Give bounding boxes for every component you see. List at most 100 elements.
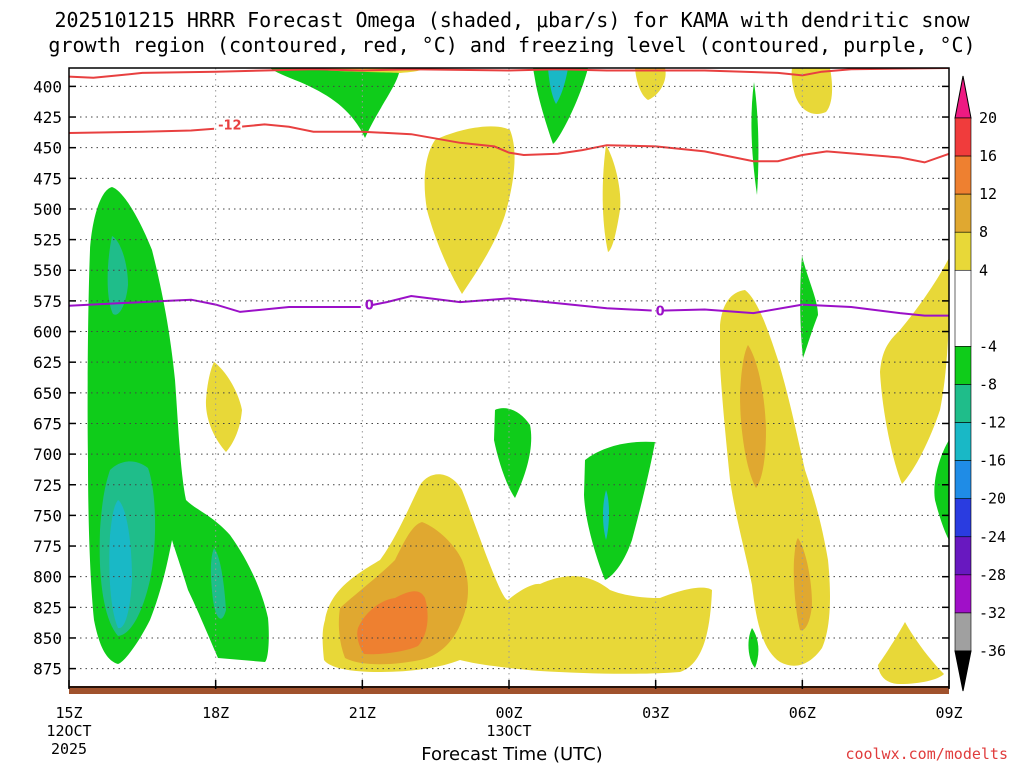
freezing-contour-label-bg — [360, 297, 373, 312]
y-tick-label: 875 — [33, 660, 62, 679]
colorbar-level-label: -4 — [979, 337, 997, 355]
x-tick-label: 06Z — [789, 704, 816, 722]
colorbar-level-label: -20 — [979, 490, 1006, 508]
omega-region-cyan-left — [109, 500, 132, 629]
colorbar-level-label: 16 — [979, 147, 997, 165]
dendritic-contour-label: -12 — [218, 118, 242, 133]
y-tick-label: 500 — [33, 200, 62, 219]
y-tick-label: 475 — [33, 169, 62, 188]
omega-region-neg-05z-low — [748, 628, 759, 668]
colorbar-bin — [954, 460, 972, 500]
y-tick-label: 850 — [33, 629, 62, 648]
y-tick-label: 800 — [33, 568, 62, 587]
colorbar-bin — [954, 155, 972, 195]
colorbar-bin — [954, 612, 972, 652]
colorbar-level-label: -24 — [979, 528, 1006, 546]
colorbar-bin — [954, 498, 972, 538]
x-axis-title: Forecast Time (UTC) — [421, 744, 603, 765]
contour-labels: -12 0 0 — [214, 117, 665, 320]
colorbar-level-label: 12 — [979, 185, 997, 203]
colorbar-level-label: 20 — [979, 109, 997, 127]
omega-region-pos-right-upper — [880, 258, 949, 484]
y-tick-label: 525 — [33, 231, 62, 250]
omega-region-pos-0230z — [602, 145, 621, 252]
freezing-contour-label: 0 — [365, 299, 374, 314]
freezing-contour-label-bg — [651, 303, 664, 318]
omega-region-teal-left — [107, 236, 128, 315]
omega-region-teal-top-01z — [548, 68, 568, 104]
x-tick-year-label: 2025 — [51, 740, 87, 758]
omega-region-neg-top-20z — [270, 68, 400, 138]
chart-title-line-2: growth region (contoured, red, °C) and f… — [48, 33, 976, 57]
colorbar-top-extension — [954, 75, 972, 119]
omega-region-pos-18z — [205, 362, 242, 452]
colorbar-level-label: -32 — [979, 604, 1006, 622]
omega-region-pos-2330z — [424, 126, 515, 294]
colorbar: 20 16 12 8 4 -4 -8 -12 -16 -20 -24 -28 -32 -36 — [954, 75, 1006, 692]
colorbar-level-label: -28 — [979, 566, 1006, 584]
colorbar-bin — [954, 269, 972, 347]
omega-region-pos-yellow-right-top — [791, 68, 833, 115]
colorbar-bin — [954, 117, 972, 157]
omega-region-neg-top-01z — [533, 68, 588, 144]
omega-region-cyan-02z — [603, 490, 609, 540]
y-tick-label: 600 — [33, 323, 62, 342]
colorbar-bin — [954, 384, 972, 423]
contour-lines — [69, 68, 949, 317]
x-tick-label: 09Z — [935, 704, 962, 722]
colorbar-bin — [954, 346, 972, 385]
x-tick-label: 18Z — [202, 704, 229, 722]
y-tick-label: 550 — [33, 261, 62, 280]
omega-region-teal-18z — [210, 548, 226, 619]
chart-title-line-1: 2025101215 HRRR Forecast Omega (shaded, … — [54, 8, 970, 32]
x-tick-label: 00Z — [495, 704, 522, 722]
colorbar-level-label: -36 — [979, 642, 1006, 660]
colorbar-bin — [954, 422, 972, 461]
omega-shading — [87, 68, 949, 684]
dendritic-contour-label-bg — [214, 117, 243, 132]
y-tick-label: 750 — [33, 506, 62, 525]
colorbar-level-label: 8 — [979, 223, 988, 241]
y-tick-label: 400 — [33, 77, 62, 96]
dendritic-growth-contour-lower — [69, 123, 949, 164]
omega-region-neg-05z-upper — [751, 82, 759, 195]
colorbar-level-label: -8 — [979, 376, 997, 394]
colorbar-level-label: 4 — [979, 261, 988, 279]
y-tick-label: 425 — [33, 108, 62, 127]
grid-lines — [69, 68, 949, 687]
ground-level-bar — [69, 686, 949, 694]
colorbar-level-label: -16 — [979, 452, 1006, 470]
dendritic-growth-contour-upper — [69, 68, 949, 79]
y-tick-label: 725 — [33, 476, 62, 495]
omega-region-neg-02z — [584, 441, 655, 580]
x-tick-label: 03Z — [642, 704, 669, 722]
y-axis-pressure-ticks: 400 425 450 475 500 525 550 575 600 625 650 675 700 7… — [33, 77, 949, 679]
colorbar-bin — [954, 231, 972, 271]
omega-region-neg-06z-mid — [800, 256, 818, 358]
omega-region-neg-0030z — [494, 408, 532, 498]
colorbar-bottom-extension — [954, 650, 972, 692]
y-tick-label: 625 — [33, 353, 62, 372]
freezing-contour-label: 0 — [656, 305, 665, 320]
x-tick-label: 21Z — [349, 704, 376, 722]
site-credit[interactable]: coolwx.com/modelts — [845, 745, 1008, 763]
colorbar-bin — [954, 536, 972, 576]
colorbar-bin — [954, 574, 972, 614]
x-tick-date-label: 12OCT — [46, 722, 91, 740]
y-tick-label: 775 — [33, 537, 62, 556]
omega-region-pos-gold-05z — [740, 345, 766, 488]
y-tick-label: 700 — [33, 445, 62, 464]
omega-region-pos-top-02z — [635, 68, 666, 100]
freezing-level-contour — [69, 294, 949, 317]
y-tick-label: 825 — [33, 598, 62, 617]
y-tick-label: 650 — [33, 384, 62, 403]
x-tick-date-label: 13OCT — [486, 722, 531, 740]
colorbar-level-label: -12 — [979, 414, 1006, 432]
y-tick-label: 575 — [33, 292, 62, 311]
colorbar-bin — [954, 193, 972, 233]
y-tick-label: 450 — [33, 139, 62, 158]
x-tick-label: 15Z — [55, 704, 82, 722]
y-tick-label: 675 — [33, 414, 62, 433]
